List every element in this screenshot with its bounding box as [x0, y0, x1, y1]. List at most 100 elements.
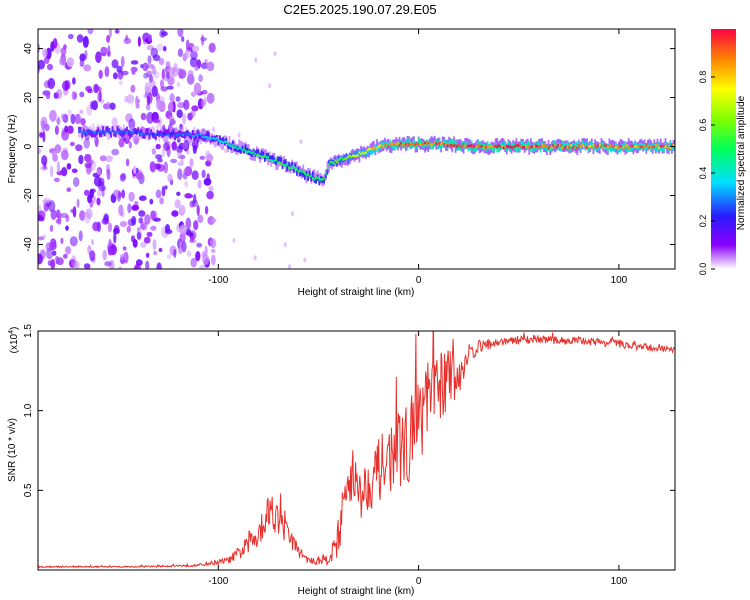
- spectrogram-panel: -100 0 100 -40 -20 0 20 40 Height of straight l…: [7, 28, 676, 298]
- ridge-cell: [151, 125, 154, 137]
- ridge-cell: [286, 163, 289, 166]
- noise-speckle: [54, 125, 59, 135]
- noise-speckle: [194, 64, 199, 71]
- ridge-cell: [445, 142, 447, 146]
- noise-speckle: [76, 198, 80, 208]
- snr-y-tick-label: 1.5: [23, 324, 34, 338]
- noise-speckle: [87, 29, 94, 35]
- ridge-cell: [364, 151, 367, 155]
- noise-speckle: [111, 59, 119, 69]
- colorbar-tick-label: 0.6: [698, 119, 708, 132]
- ridge-cell: [211, 137, 213, 140]
- noise-speckle: [76, 34, 84, 43]
- ridge-cell: [558, 143, 561, 147]
- ridge-cell: [102, 126, 104, 133]
- noise-speckle: [120, 56, 125, 68]
- ridge-cell: [342, 158, 345, 161]
- noise-speckle: [212, 126, 215, 132]
- noise-speckle: [38, 59, 45, 70]
- noise-speckle: [119, 173, 126, 182]
- noise-speckle: [45, 92, 51, 100]
- ridge-cell: [98, 129, 101, 132]
- noise-speckle: [151, 85, 158, 98]
- noise-speckle: [55, 219, 59, 224]
- ridge-cell: [376, 139, 378, 151]
- ridge-cell: [422, 142, 425, 146]
- ridge-cell: [228, 135, 231, 147]
- ridge-cell: [356, 154, 359, 157]
- ridge-cell: [371, 141, 374, 153]
- ridge-cell: [328, 159, 330, 166]
- ridge-cell: [669, 146, 672, 149]
- colorbar-label: Normalized spectral amplitude: [736, 95, 747, 230]
- noise-speckle: [176, 109, 183, 119]
- noise-speckle: [103, 213, 109, 222]
- noise-speckle: [179, 204, 186, 214]
- ridge-cell: [291, 165, 293, 168]
- ridge-cell: [151, 133, 154, 137]
- noise-speckle: [162, 142, 170, 152]
- noise-speckle: [128, 118, 136, 130]
- ridge-cell: [605, 144, 608, 148]
- ridge-cell: [254, 152, 257, 156]
- ridge-cell: [124, 130, 127, 134]
- ridge-cell: [121, 130, 124, 133]
- ridge-cell: [106, 128, 109, 140]
- ridge-cell: [411, 142, 414, 146]
- noise-speckle: [283, 242, 287, 248]
- noise-speckle: [193, 82, 202, 95]
- noise-speckle: [186, 149, 190, 155]
- ridge-cell: [408, 142, 410, 146]
- noise-speckle: [101, 189, 105, 197]
- ridge-cell: [305, 173, 308, 177]
- ridge-cell: [419, 140, 422, 146]
- ridge-cell: [113, 131, 116, 134]
- ridge-cell: [163, 132, 165, 135]
- ridge-cell: [397, 142, 399, 145]
- ridge-cell: [164, 130, 167, 142]
- noise-speckle: [183, 99, 190, 111]
- ridge-cell: [283, 163, 285, 167]
- noise-speckle: [204, 205, 209, 215]
- ridge-cell: [414, 143, 417, 150]
- ridge-cell: [472, 146, 475, 153]
- noise-speckle: [232, 238, 236, 243]
- ridge-cell: [594, 144, 596, 147]
- ridge-cell: [129, 130, 132, 133]
- ridge-cell: [190, 133, 192, 140]
- ridge-cell: [576, 141, 579, 148]
- noise-speckle: [268, 83, 272, 89]
- ridge-cell: [239, 147, 242, 154]
- ridge-cell: [201, 135, 204, 139]
- noise-speckle: [75, 144, 83, 152]
- ridge-cell: [502, 146, 505, 150]
- snr-panel: -100 0 100 0.5 1.0 1.5 Height of straight lin…: [7, 324, 676, 597]
- ridge-cell: [541, 144, 543, 147]
- noise-speckle: [56, 89, 63, 99]
- ridge-cell: [344, 157, 346, 161]
- ridge-cell: [288, 166, 290, 169]
- ridge-cell: [126, 129, 128, 141]
- noise-speckle: [171, 141, 177, 151]
- ridge-cell: [130, 131, 133, 134]
- ridge-cell: [419, 143, 422, 146]
- ridge-cell: [624, 146, 627, 149]
- ridge-cell: [236, 147, 239, 150]
- ridge-cell: [195, 133, 197, 140]
- noise-speckle: [153, 250, 157, 256]
- ridge-cell: [315, 176, 317, 180]
- ridge-cell: [350, 155, 353, 159]
- ridge-cell: [597, 143, 600, 150]
- ridge-cell: [278, 157, 281, 163]
- noise-speckle: [47, 63, 53, 71]
- ridge-cell: [451, 144, 454, 147]
- ridge-cell: [413, 138, 415, 145]
- ridge-cell: [573, 145, 575, 148]
- ridge-cell: [477, 144, 479, 147]
- ridge-cell: [312, 177, 314, 180]
- ridge-cell: [259, 154, 261, 158]
- snr-y-axis-label: SNR (10 * v/v): [7, 418, 18, 482]
- ridge-cell: [432, 143, 434, 150]
- ridge-cell: [90, 131, 93, 138]
- noise-speckle: [205, 150, 211, 161]
